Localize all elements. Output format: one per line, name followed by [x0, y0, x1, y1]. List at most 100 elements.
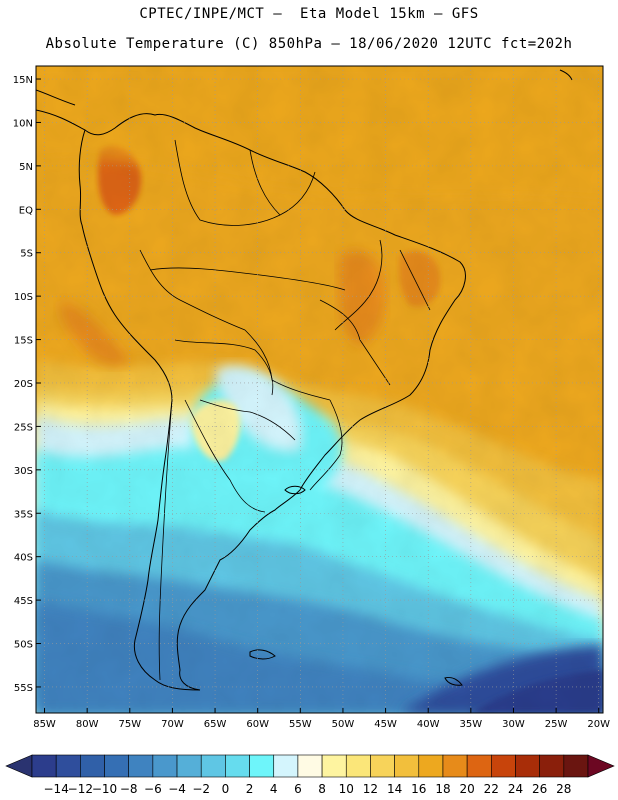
lon-tick-label: 40W: [417, 719, 440, 730]
lon-tick-label: 60W: [246, 719, 269, 730]
colorbar-label: 6: [294, 782, 302, 796]
colorbar-swatch: [466, 754, 492, 778]
border-1: [149, 267, 346, 291]
border-4: [139, 249, 246, 331]
border-7: [199, 399, 296, 441]
coast-south-georgia: [444, 677, 463, 686]
lat-tick-label: 30S: [14, 466, 33, 477]
lat-tick-label: 5S: [20, 249, 33, 260]
lon-tick-label: 20W: [587, 719, 610, 730]
border-10: [319, 299, 391, 386]
lat-tick-label: 5N: [19, 162, 33, 173]
coast-central-america: [36, 89, 76, 106]
colorbar-label: −2: [192, 782, 210, 796]
colorbar-swatch: [80, 754, 105, 778]
colorbar-swatch: [225, 754, 250, 778]
colorbar: −14−12−10 −8 −6 −4 −2 0 2 4 6 8 10 12 14 16 18 20 22 24 26…: [5, 754, 615, 796]
chart-subtitle: Absolute Temperature (C) 850hPa – 18/06/…: [45, 36, 573, 52]
field-texture: [36, 66, 603, 713]
lon-tick-label: 80W: [76, 719, 99, 730]
colorbar-label: 8: [318, 782, 326, 796]
lon-tick-label: 30W: [502, 719, 525, 730]
colorbar-label: 22: [484, 782, 499, 796]
lon-tick-label: 55W: [289, 719, 312, 730]
colorbar-label: −14: [44, 782, 69, 796]
colorbar-label: 12: [363, 782, 378, 796]
colorbar-swatch: [345, 754, 371, 778]
lat-tick-label: 20S: [14, 379, 33, 390]
lat-tick-label: 45S: [14, 596, 33, 607]
colorbar-underflow-triangle: [5, 754, 33, 778]
colorbar-swatch: [297, 754, 323, 778]
colorbar-swatch: [176, 754, 202, 778]
border-12: [399, 249, 431, 311]
border-6: [244, 329, 331, 401]
colorbar-label: −12: [68, 782, 93, 796]
lat-tick-label: EQ: [19, 205, 33, 216]
latitude-axis: 15N 10N 5N EQ 5S 10S 15S 20S 25S 30S 35S 40S 45S 50S 5…: [13, 75, 41, 694]
colorbar-swatch: [31, 754, 57, 778]
colorbar-swatch: [152, 754, 178, 778]
colorbar-label: 24: [508, 782, 523, 796]
colorbar-swatch: [128, 754, 154, 778]
longitude-axis: 85W 80W 75W 70W 65W 60W 55W 50W 45W 40W 35W 30W 25W 2…: [33, 708, 610, 730]
colorbar-label: 16: [411, 782, 426, 796]
graticule: [36, 66, 603, 713]
colorbar-swatch: [418, 754, 444, 778]
colorbar-swatch: [200, 754, 226, 778]
colorbar-swatch: [370, 754, 395, 778]
border-8: [184, 399, 266, 513]
lat-tick-label: 50S: [14, 640, 33, 651]
colorbar-label: −4: [168, 782, 186, 796]
temperature-field: [36, 66, 603, 713]
colorbar-overflow-triangle: [587, 754, 615, 778]
colorbar-swatch: [563, 754, 589, 778]
colorbar-label: −6: [144, 782, 162, 796]
colorbar-label: 2: [246, 782, 254, 796]
colorbar-label: 20: [459, 782, 474, 796]
colorbar-label: 4: [270, 782, 278, 796]
country-borders: [139, 139, 431, 681]
colorbar-label: −8: [120, 782, 138, 796]
lon-tick-label: 25W: [545, 719, 568, 730]
colorbar-label: 0: [222, 782, 230, 796]
colorbar-swatch: [104, 754, 129, 778]
colorbar-label: 10: [339, 782, 354, 796]
coast-atlantic: [36, 109, 466, 691]
lat-tick-label: 55S: [14, 683, 33, 694]
lon-tick-label: 50W: [332, 719, 355, 730]
border-11: [334, 239, 383, 331]
lon-tick-label: 65W: [204, 719, 227, 730]
colorbar-swatch: [442, 754, 468, 778]
colorbar-label: 26: [532, 782, 547, 796]
border-9: [309, 399, 343, 491]
border-2: [174, 139, 281, 226]
colorbar-swatch: [515, 754, 540, 778]
lat-tick-label: 15N: [13, 75, 33, 86]
lat-tick-label: 35S: [14, 509, 33, 520]
coast-caribbean: [559, 69, 573, 81]
colorbar-label: 18: [435, 782, 450, 796]
map-frame: [35, 65, 604, 714]
border-3: [249, 149, 316, 216]
lat-tick-label: 15S: [14, 336, 33, 347]
lon-tick-label: 85W: [33, 719, 56, 730]
colorbar-label: 28: [556, 782, 571, 796]
colorbar-swatch: [55, 754, 81, 778]
colorbar-swatch: [491, 754, 516, 778]
lon-tick-label: 35W: [460, 719, 483, 730]
colorbar-label: −10: [92, 782, 117, 796]
colorbar-swatch: [394, 754, 420, 778]
lat-tick-label: 10S: [14, 292, 33, 303]
colorbar-label: 14: [387, 782, 402, 796]
lon-tick-label: 75W: [118, 719, 141, 730]
lon-tick-label: 70W: [161, 719, 184, 730]
colorbar-swatch: [273, 754, 299, 778]
colorbar-swatch: [321, 754, 347, 778]
coast-lagoon: [284, 485, 306, 495]
lat-tick-label: 40S: [14, 553, 33, 564]
border-13: [158, 399, 173, 681]
colorbar-swatch: [249, 754, 275, 778]
lon-tick-label: 45W: [374, 719, 397, 730]
lat-tick-label: 25S: [14, 422, 33, 433]
